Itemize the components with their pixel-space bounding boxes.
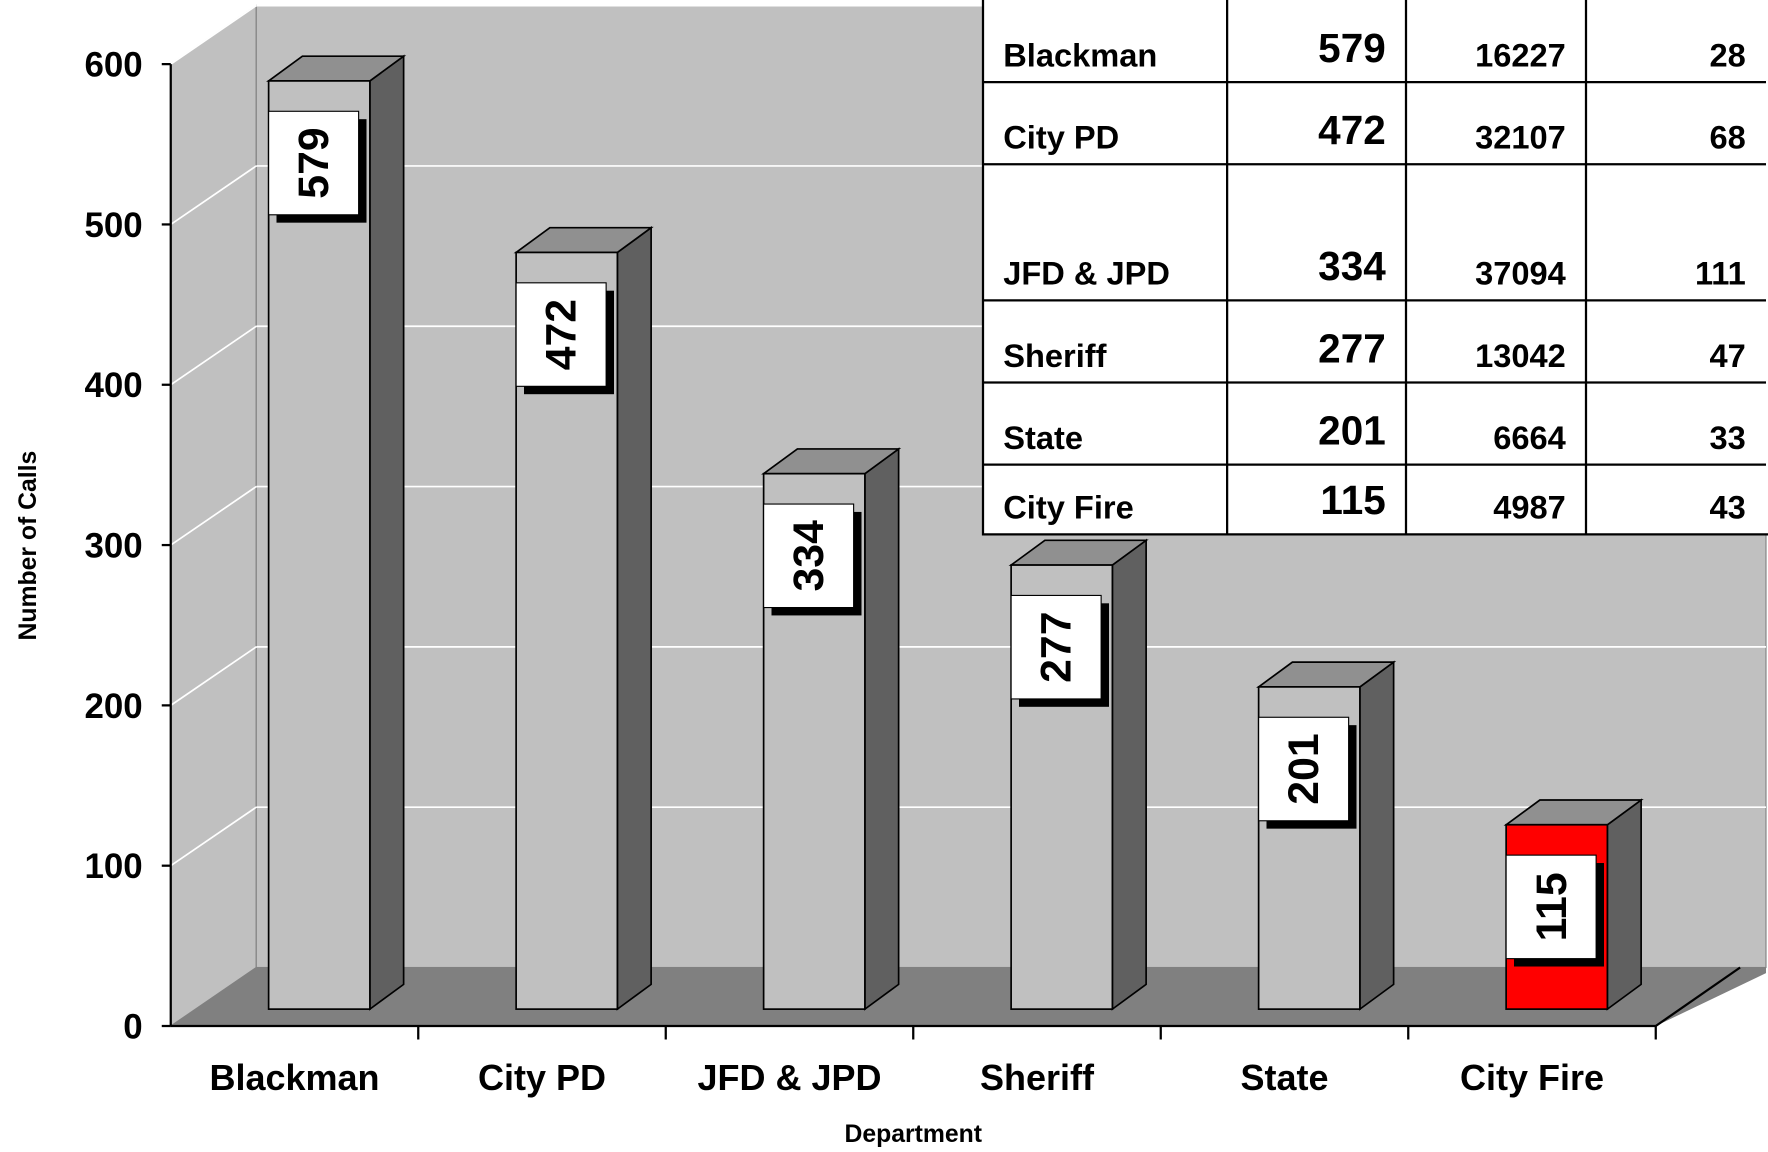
x-tick-label: Sheriff [980, 1057, 1095, 1098]
x-axis-label: Department [844, 1121, 982, 1148]
table-cell: State [1003, 419, 1083, 456]
table-cell: 579 [1318, 25, 1386, 71]
label-box [1258, 716, 1350, 822]
bar [267, 80, 371, 1010]
bar-side [864, 447, 900, 1011]
table-cell: 4987 [1493, 489, 1566, 526]
table-cell: 115 [1320, 477, 1385, 523]
table-cell: 33 [1709, 419, 1745, 456]
table-cell: 32107 [1475, 119, 1566, 156]
table-cell: 43 [1709, 489, 1745, 526]
table-cell: 277 [1318, 325, 1386, 371]
x-tick-label: Blackman [209, 1057, 379, 1098]
table-cell: Blackman [1003, 36, 1157, 73]
table-cell: 68 [1709, 119, 1745, 156]
label-box [515, 282, 607, 387]
data-label: 579 [290, 127, 338, 198]
bar-side [1606, 798, 1642, 1011]
table-cell: 111 [1695, 255, 1746, 292]
x-tick-label: JFD & JPD [697, 1057, 881, 1098]
y-tick-label: 500 [84, 206, 142, 245]
bar-side [369, 54, 405, 1011]
bar-side [1359, 660, 1395, 1011]
table-cell: JFD & JPD [1003, 255, 1170, 292]
data-label: 334 [785, 520, 833, 592]
table-cell: 37094 [1475, 255, 1566, 292]
table-cell: 47 [1709, 337, 1745, 374]
table-cell: 334 [1318, 243, 1386, 289]
grid-line [170, 4, 257, 65]
data-label: 201 [1280, 733, 1328, 804]
table-cell: 201 [1318, 407, 1386, 453]
y-axis-label: Number of Calls [15, 451, 42, 641]
data-label: 277 [1033, 612, 1081, 683]
y-tick-label: 600 [84, 46, 142, 85]
table-cell: City PD [1003, 119, 1119, 156]
table-cell: 13042 [1475, 337, 1566, 374]
label-box [1505, 854, 1597, 960]
bar-side [1111, 538, 1147, 1011]
grid-line [170, 325, 257, 386]
data-label: 115 [1528, 872, 1576, 941]
label-box [763, 503, 855, 609]
table-bg [981, 0, 1768, 536]
data-label: 472 [538, 299, 586, 370]
y-tick-label: 0 [123, 1007, 142, 1046]
grid-line [170, 646, 257, 707]
table-cell: 16227 [1475, 36, 1566, 73]
grid-line [170, 165, 257, 226]
y-tick-label: 200 [84, 687, 142, 726]
x-tick-label: City PD [478, 1057, 606, 1098]
label-box [1010, 594, 1102, 700]
x-tick-label: City Fire [1460, 1057, 1604, 1098]
table-cell: 6664 [1493, 419, 1566, 456]
grid-line [170, 806, 257, 867]
table-cell: 28 [1709, 36, 1745, 73]
bar-side [616, 226, 652, 1011]
table-cell: Sheriff [1003, 337, 1106, 374]
table-cell: City Fire [1003, 489, 1133, 526]
grid-line [170, 485, 257, 546]
table-cell: 472 [1318, 107, 1386, 153]
x-tick-label: State [1240, 1057, 1328, 1098]
y-tick-label: 300 [84, 526, 142, 565]
y-tick-label: 400 [84, 366, 142, 405]
floor-edge [1655, 966, 1741, 1027]
label-box [268, 110, 360, 216]
y-tick-label: 100 [84, 847, 142, 886]
